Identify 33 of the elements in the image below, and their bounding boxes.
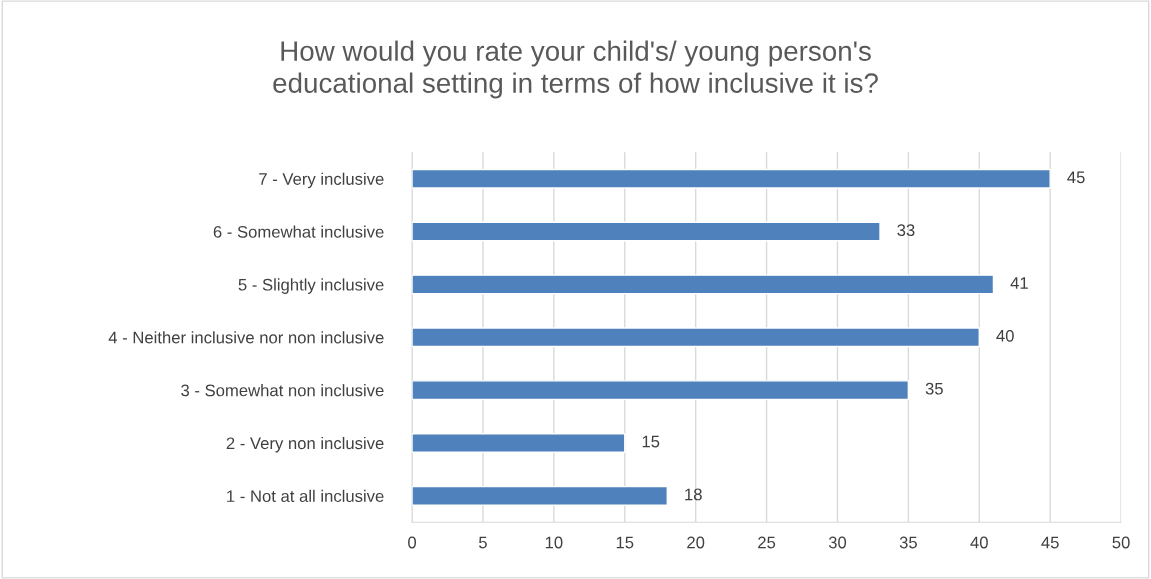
x-tick-label: 0 bbox=[408, 536, 417, 549]
y-tick-label: 3 - Somewhat non inclusive bbox=[181, 384, 384, 397]
bar bbox=[412, 168, 1051, 189]
x-tick-label: 10 bbox=[545, 536, 563, 549]
data-label: 18 bbox=[685, 488, 702, 501]
y-tick-label: 4 - Neither inclusive nor non inclusive bbox=[108, 331, 384, 344]
bar bbox=[412, 274, 995, 295]
x-tick-label: 20 bbox=[687, 536, 705, 549]
y-tick-label: 2 - Very non inclusive bbox=[226, 436, 384, 453]
x-tick-label: 30 bbox=[828, 536, 847, 549]
bar bbox=[412, 485, 668, 506]
y-tick-label: 7 - Very inclusive bbox=[259, 172, 384, 189]
bar bbox=[412, 327, 980, 348]
y-tick-label: 6 - Somewhat inclusive bbox=[213, 225, 384, 238]
x-tick-label: 45 bbox=[1041, 536, 1059, 549]
x-tick-label: 5 bbox=[478, 536, 487, 549]
x-tick-label: 40 bbox=[970, 536, 988, 549]
data-label: 45 bbox=[1067, 171, 1085, 184]
y-tick-label: 5 - Slightly inclusive bbox=[238, 278, 384, 294]
bar bbox=[412, 433, 626, 453]
data-label: 40 bbox=[996, 329, 1014, 342]
x-tick-label: 35 bbox=[899, 536, 917, 549]
x-tick-label: 15 bbox=[616, 536, 634, 549]
bar bbox=[412, 221, 881, 242]
chart-title: How would you rate your child's/ young person's educational setting in terms of how inclusive it is? bbox=[273, 40, 878, 99]
data-label: 33 bbox=[897, 224, 915, 237]
y-tick-label: 1 - Not at all inclusive bbox=[227, 489, 384, 503]
x-tick-label: 25 bbox=[758, 536, 776, 549]
data-label: 15 bbox=[642, 435, 660, 448]
bar bbox=[412, 380, 910, 401]
data-label: 35 bbox=[925, 382, 943, 395]
data-label: 41 bbox=[1010, 277, 1028, 289]
x-tick-label: 50 bbox=[1112, 536, 1130, 549]
